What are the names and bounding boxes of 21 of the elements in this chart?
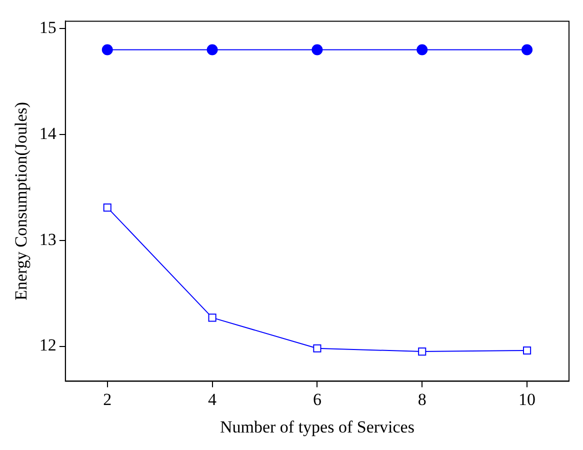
- point: [312, 44, 323, 56]
- point: [418, 348, 426, 356]
- x-tick-label: 2: [103, 390, 112, 409]
- point: [313, 344, 322, 352]
- x-tick-label: 4: [208, 390, 218, 409]
- x-tick-label: 6: [312, 390, 322, 409]
- y-tick-label: 14: [39, 124, 57, 143]
- point: [102, 44, 113, 56]
- y-tick-label: 13: [39, 230, 56, 249]
- point: [208, 314, 216, 322]
- x-tick-label: 10: [518, 390, 536, 409]
- point: [522, 44, 533, 56]
- y-axis-title: Energy Consumption(Joules): [12, 102, 31, 300]
- x-tick-label: 8: [418, 390, 426, 409]
- point: [523, 346, 532, 355]
- point: [103, 204, 112, 212]
- y-tick-label: 15: [39, 18, 56, 38]
- y-tick-label: 12: [39, 336, 56, 355]
- x-axis-title: Number of types of Services: [220, 417, 414, 436]
- point: [416, 44, 428, 56]
- point: [206, 44, 218, 56]
